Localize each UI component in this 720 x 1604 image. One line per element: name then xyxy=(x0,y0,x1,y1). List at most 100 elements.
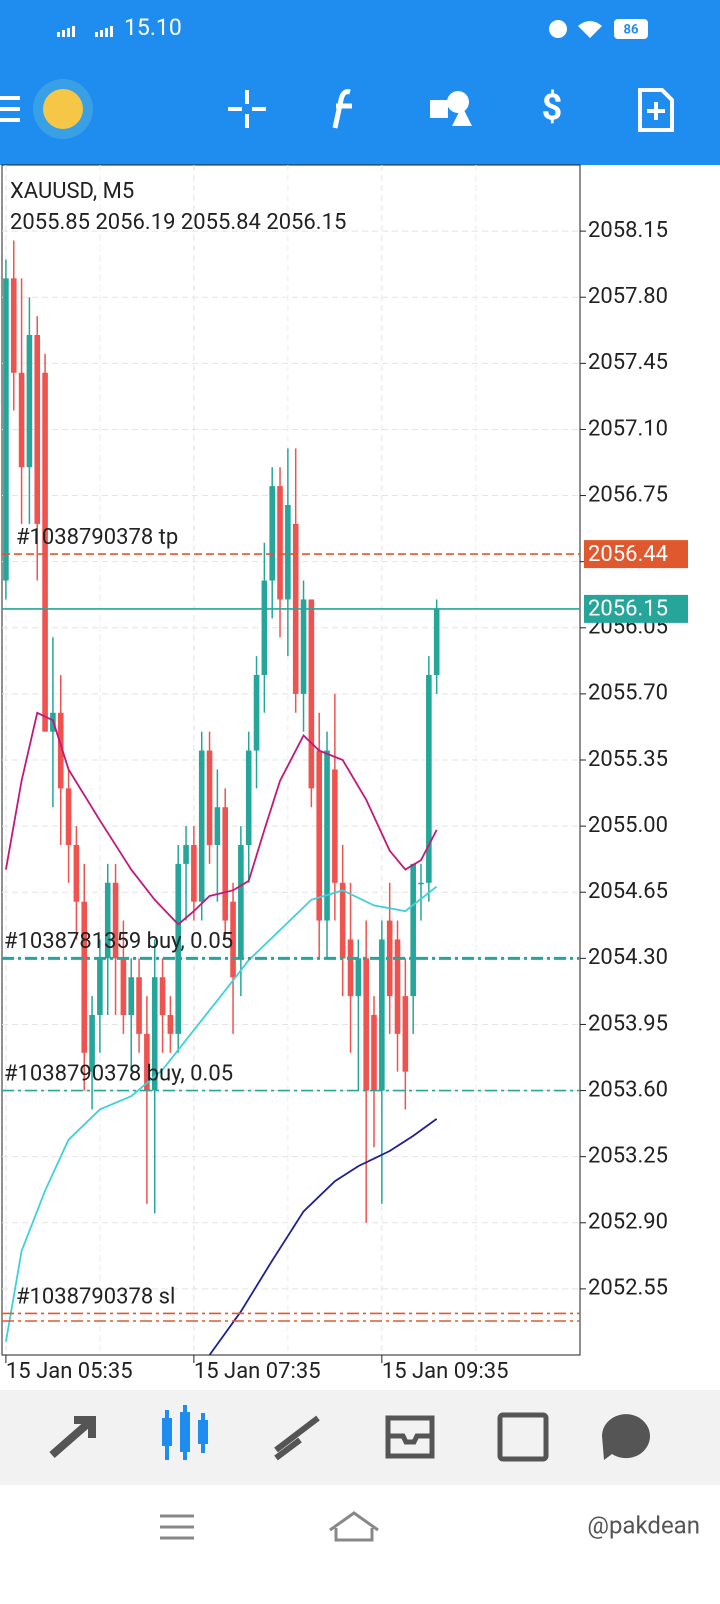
app-bar-bg xyxy=(0,0,720,165)
candle-body xyxy=(253,675,260,751)
candle-body xyxy=(300,599,307,694)
candle-body xyxy=(104,882,111,959)
candle-body xyxy=(410,863,416,997)
level-label: #1038790378 buy, 0.05 xyxy=(4,1061,233,1086)
candle-body xyxy=(324,750,330,921)
watermark: @pakdean xyxy=(587,1511,700,1539)
trade-icon[interactable]: $ xyxy=(542,87,563,129)
candle-body xyxy=(332,769,338,883)
candle-body xyxy=(418,882,424,885)
y-tick-label: 2057.45 xyxy=(588,350,668,375)
new-order-icon[interactable] xyxy=(638,88,674,132)
crosshair-icon[interactable] xyxy=(228,90,266,128)
candle-body xyxy=(206,750,213,845)
y-tick-label: 2055.35 xyxy=(588,747,668,772)
candle-body xyxy=(136,977,142,1034)
candle-body xyxy=(426,675,432,883)
candle-body xyxy=(245,750,252,845)
candle-body xyxy=(112,882,119,959)
moving-average xyxy=(5,885,438,1342)
chart-tab[interactable] xyxy=(162,1405,208,1460)
candle-body xyxy=(402,996,409,1072)
candle-body xyxy=(97,958,103,1015)
wifi-icon xyxy=(578,21,602,38)
y-tick-label: 2053.95 xyxy=(588,1011,668,1036)
candle-body xyxy=(214,807,221,845)
candle-body xyxy=(65,788,72,845)
history-tab[interactable] xyxy=(385,1415,435,1459)
y-tick-label: 2055.70 xyxy=(588,681,668,706)
y-tick-label: 2057.10 xyxy=(588,416,668,441)
candle-body xyxy=(3,278,9,581)
price-tag: 2056.44 xyxy=(588,542,668,567)
objects-icon[interactable] xyxy=(430,91,472,126)
candle-body xyxy=(10,278,17,373)
candle-body xyxy=(363,958,369,1091)
x-tick-label: 15 Jan 07:35 xyxy=(194,1359,321,1384)
chart-area: 2058.15 2057.80 2057.45 2057.10 2056.75 2056.… xyxy=(1,164,688,1384)
candle-body xyxy=(269,486,276,581)
candle-body xyxy=(81,901,88,1053)
ohlc: 2055.85 2056.19 2055.84 2056.15 xyxy=(10,210,346,235)
symbol: XAUUSD, M5 xyxy=(10,179,134,204)
candle-body xyxy=(379,939,385,1091)
menu-icon[interactable] xyxy=(0,96,20,122)
candle-body xyxy=(151,977,158,1091)
candle-body xyxy=(238,845,244,959)
battery xyxy=(614,19,648,39)
candle-body xyxy=(175,863,182,1034)
indicators-icon[interactable] xyxy=(332,89,352,129)
candle-body xyxy=(57,712,64,789)
price-tag: 2056.15 xyxy=(588,597,668,622)
candle-body xyxy=(34,335,41,524)
system-nav xyxy=(160,1511,379,1542)
chat-tab[interactable] xyxy=(602,1414,650,1460)
candle-body xyxy=(316,750,322,921)
y-tick-label: 2053.60 xyxy=(588,1077,668,1102)
candle-body xyxy=(191,845,197,902)
candle-body xyxy=(355,958,362,997)
alarm-icon xyxy=(549,20,567,38)
candle-body xyxy=(277,486,283,600)
x-tick-label: 15 Jan 09:35 xyxy=(382,1359,509,1384)
trade-tab[interactable] xyxy=(274,1415,320,1461)
level-label: #1038790378 tp xyxy=(16,525,178,550)
y-tick-label: 2054.65 xyxy=(588,879,668,904)
moving-average xyxy=(208,1118,438,1356)
signal-icons xyxy=(57,26,113,37)
candle-body xyxy=(89,1015,95,1072)
quotes-tab[interactable] xyxy=(49,1416,96,1459)
candle-body xyxy=(120,958,127,1015)
candle-body xyxy=(261,580,268,675)
candle-body xyxy=(394,939,401,1034)
battery-level: 86 xyxy=(624,22,639,37)
candle-body xyxy=(308,599,315,789)
y-tick-label: 2057.80 xyxy=(588,284,668,309)
price-tag-bg xyxy=(584,540,688,569)
y-tick-label: 2055.00 xyxy=(588,813,668,838)
price-tag-bg xyxy=(584,594,688,623)
candle-body xyxy=(339,882,346,959)
clock: 15.10 xyxy=(124,14,182,41)
y-tick-label: 2056.75 xyxy=(588,482,668,507)
level-label: #1038790378 sl xyxy=(16,1284,175,1309)
candle-body xyxy=(26,335,33,468)
news-tab[interactable] xyxy=(497,1412,549,1462)
level-label: #1038781359 buy, 0.05 xyxy=(4,929,233,954)
candle-body xyxy=(285,505,291,600)
candle-body xyxy=(371,1015,377,1091)
candle-body xyxy=(144,1033,150,1091)
candle-body xyxy=(42,372,48,732)
candle-body xyxy=(73,845,80,902)
candle-body xyxy=(347,939,354,997)
y-tick-label: 2052.90 xyxy=(588,1210,668,1235)
y-tick-label: 2058.15 xyxy=(588,218,668,243)
y-tick-label: 2053.25 xyxy=(588,1143,668,1168)
moving-average xyxy=(5,711,438,926)
candle-body xyxy=(18,372,25,468)
candle-body xyxy=(386,920,393,997)
candle-body xyxy=(167,1015,174,1034)
